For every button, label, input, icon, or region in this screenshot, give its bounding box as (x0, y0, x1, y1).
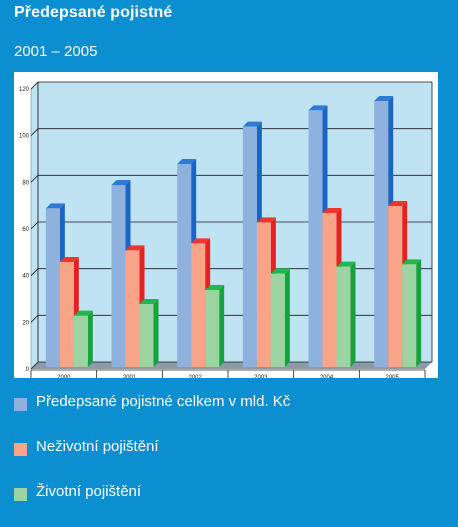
x-tick-label: 2005 (385, 375, 399, 378)
bar-side (416, 259, 422, 367)
bar-2-2001 (139, 304, 154, 367)
x-tick-label: 2001 (123, 375, 137, 378)
gridline-side (30, 361, 39, 370)
bar-2-2003 (270, 273, 285, 367)
bar-top (111, 180, 131, 185)
bar-1-2002 (191, 243, 206, 367)
legend-swatch-life (14, 488, 27, 501)
bar-0-2002 (177, 164, 192, 367)
gridline-side (30, 81, 39, 90)
bar-top (139, 299, 159, 304)
chart-subtitle: 2001 – 2005 (14, 43, 98, 60)
bar-top (59, 257, 79, 262)
bar-side (350, 261, 356, 367)
bar-0-2003 (242, 126, 257, 367)
y-tick-label: 20 (22, 320, 29, 326)
legend-item-life: Životní pojištění (14, 482, 444, 527)
bar-top (191, 238, 211, 244)
bar-top (45, 203, 65, 209)
bar-2-2002 (205, 290, 220, 367)
legend-label-non-life: Neživotní pojištění (36, 438, 159, 455)
bar-1-2000 (59, 262, 74, 367)
bar-1-2004 (322, 213, 337, 367)
bar-2-2004 (336, 266, 351, 367)
legend: Předepsané pojistné celkem v mld. Kč Než… (14, 392, 444, 527)
y-tick-label: 40 (22, 274, 29, 280)
bar-top (205, 285, 225, 290)
bar-top (322, 208, 342, 213)
y-tick-label: 0 (26, 367, 30, 373)
gridline-side (30, 128, 39, 136)
y-tick-label: 120 (19, 87, 30, 93)
chart-svg: 0 20 40 60 80 100 120 2000 2001 2002 2003 2004 2005 (14, 72, 438, 378)
bar-1-2003 (256, 222, 271, 367)
legend-label-life: Životní pojištění (36, 483, 142, 500)
legend-item-non-life: Neživotní pojištění (14, 437, 444, 482)
bar-side (153, 299, 159, 367)
y-tick-label: 60 (22, 227, 29, 233)
y-tick-label: 80 (22, 180, 29, 186)
y-tick-label: 100 (19, 134, 30, 140)
bar-0-2005 (374, 101, 389, 367)
bar-top (308, 105, 328, 111)
bar-top (177, 159, 197, 164)
bar-0-2000 (45, 208, 60, 367)
gridline-side (30, 175, 39, 183)
bar-side (87, 310, 93, 367)
x-tick-label: 2000 (57, 375, 71, 378)
bar-1-2001 (125, 250, 140, 367)
legend-swatch-total (14, 398, 27, 411)
bar-1-2005 (388, 206, 403, 367)
bar-side (219, 285, 225, 367)
gridline-side (30, 221, 39, 230)
x-tick-label: 2002 (188, 375, 202, 378)
bar-chart: 0 20 40 60 80 100 120 2000 2001 2002 2003 2004 2005 (14, 72, 438, 378)
legend-label-total: Předepsané pojistné celkem v mld. Kč (36, 393, 291, 410)
gridline-side (30, 315, 39, 323)
bar-0-2001 (111, 185, 126, 367)
bar-2-2005 (402, 264, 417, 367)
bar-side (284, 268, 290, 367)
x-tick-label: 2003 (254, 375, 268, 378)
bar-0-2004 (308, 110, 323, 368)
bar-top (242, 121, 262, 127)
bar-top (256, 217, 276, 223)
legend-item-total: Předepsané pojistné celkem v mld. Kč (14, 392, 444, 437)
chart-title: Předepsané pojistné (14, 4, 173, 21)
bar-top (73, 310, 93, 316)
bar-2-2000 (73, 315, 88, 367)
gridline-side (30, 268, 39, 276)
bar-top (402, 259, 422, 265)
x-tick-label: 2004 (320, 375, 334, 378)
bar-top (336, 261, 356, 267)
bar-top (374, 96, 394, 101)
bar-top (388, 201, 408, 206)
bar-top (125, 245, 145, 251)
bar-top (270, 268, 290, 274)
legend-swatch-non-life (14, 443, 27, 456)
